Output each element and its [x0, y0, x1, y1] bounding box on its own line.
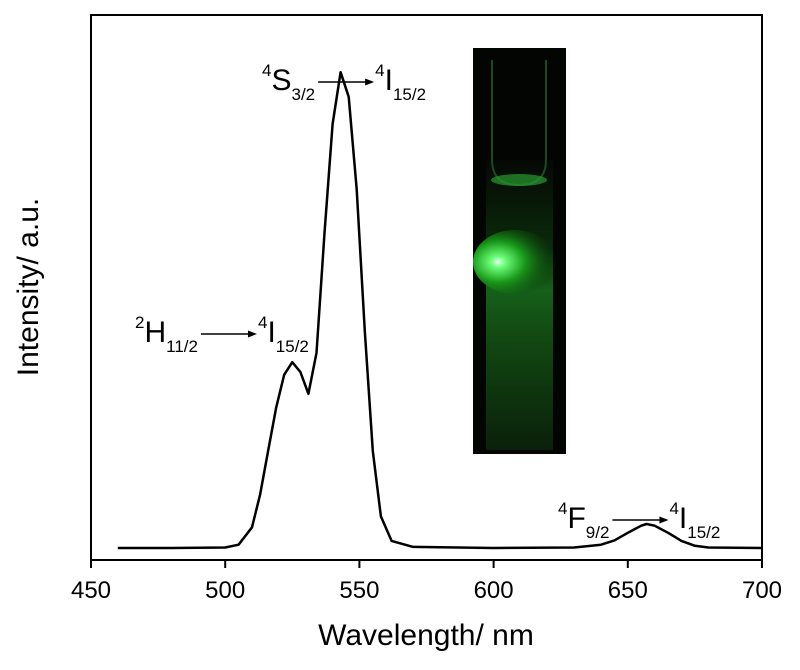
- term-label: 4I15/2: [258, 313, 309, 356]
- term-sup: 4: [558, 499, 567, 518]
- x-axis-label: Wavelength/ nm: [318, 619, 534, 652]
- inset-photo: [473, 48, 566, 454]
- spectrum-line: [117, 70, 763, 550]
- term-sub: 3/2: [291, 85, 315, 104]
- x-tick-label: 700: [742, 577, 782, 604]
- term-sub: 15/2: [393, 85, 426, 104]
- term-label: 4F9/2: [558, 499, 609, 542]
- term-label: 4S3/2: [262, 61, 315, 104]
- plot-frame: [90, 14, 763, 561]
- term-sub: 11/2: [166, 337, 198, 356]
- x-tick-label: 500: [205, 577, 245, 604]
- arrow-head: [365, 78, 375, 86]
- term-symbol: I: [385, 64, 393, 97]
- term-sup: 4: [669, 499, 678, 518]
- x-tick-label: 600: [474, 577, 514, 604]
- term-sup: 4: [375, 61, 384, 80]
- term-label: 2H11/2: [135, 313, 198, 356]
- term-sub: 15/2: [276, 337, 309, 356]
- x-tick-label: 650: [608, 577, 648, 604]
- term-symbol: S: [271, 64, 291, 97]
- y-axis-label: Intensity/ a.u.: [12, 198, 45, 376]
- term-sub: 9/2: [586, 523, 610, 542]
- term-sup: 4: [258, 313, 267, 332]
- term-symbol: I: [267, 316, 275, 349]
- x-tick-label: 450: [71, 577, 111, 604]
- x-tick-label: 550: [339, 577, 379, 604]
- arrow-head: [247, 330, 257, 338]
- arrow-head: [659, 516, 669, 524]
- term-label: 4I15/2: [669, 499, 720, 542]
- term-symbol: H: [144, 316, 166, 349]
- term-sub: 15/2: [687, 523, 720, 542]
- term-symbol: I: [679, 502, 687, 535]
- term-sup: 2: [135, 313, 144, 332]
- term-sup: 4: [262, 61, 271, 80]
- term-symbol: F: [567, 502, 585, 535]
- term-label: 4I15/2: [375, 61, 426, 104]
